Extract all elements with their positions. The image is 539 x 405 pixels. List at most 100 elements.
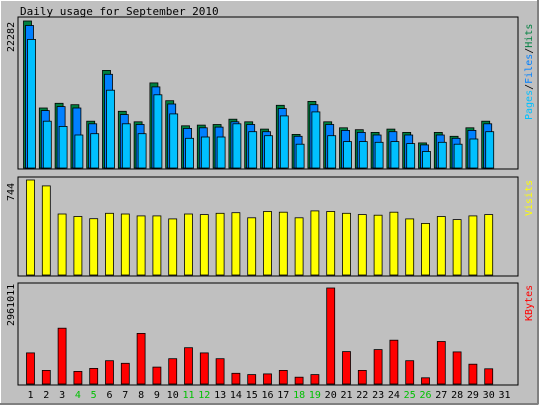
bar-visits-day-23 <box>373 214 383 276</box>
bar-pages-day-16 <box>264 135 273 169</box>
files-legend-label: Files <box>524 54 535 84</box>
kbytes-panel-ylabel: KBytes <box>524 285 535 321</box>
bar-kbytes-day-6 <box>105 360 114 385</box>
bar-kbytes-day-11 <box>184 347 193 385</box>
bar-kbytes-day-18 <box>294 376 304 385</box>
bar-visits-day-10 <box>168 218 178 276</box>
visits-panel-frame <box>17 176 519 277</box>
bar-pages-day-1 <box>27 39 36 169</box>
day-label-13: 13 <box>214 390 226 401</box>
day-label-14: 14 <box>230 390 242 401</box>
bar-pages-day-8 <box>137 133 147 169</box>
bar-kbytes-day-7 <box>120 362 130 385</box>
bar-visits-day-19 <box>310 210 320 276</box>
bar-pages-day-3 <box>58 126 68 169</box>
bar-visits-day-20 <box>326 211 336 276</box>
day-label-21: 21 <box>340 390 352 401</box>
bar-visits-day-2 <box>41 185 51 276</box>
bar-visits-day-25 <box>405 218 415 276</box>
hits-ymax-label: 22282 <box>6 22 17 52</box>
day-label-19: 19 <box>309 390 321 401</box>
bar-pages-day-26 <box>422 151 431 169</box>
bar-pages-day-11 <box>185 137 194 169</box>
bar-kbytes-day-3 <box>57 327 67 385</box>
day-label-7: 7 <box>122 390 128 401</box>
bar-kbytes-day-30 <box>484 368 494 385</box>
chart-title: Daily usage for September 2010 <box>20 5 219 18</box>
day-label-26: 26 <box>419 390 431 401</box>
bar-kbytes-day-2 <box>41 369 51 385</box>
bar-visits-day-17 <box>278 211 288 276</box>
day-axis-labels: 1 2 3 4 5 6 7 8 9 10 11 12 13 14 15 16 17 18 19 20 21 22 23 24 2… <box>27 390 510 401</box>
bar-visits-day-30 <box>484 214 494 276</box>
legend-separator: / <box>524 84 535 90</box>
bar-pages-day-9 <box>153 94 163 169</box>
bar-pages-day-23 <box>374 141 384 169</box>
legend-separator: / <box>524 48 535 54</box>
bar-pages-day-27 <box>437 141 447 169</box>
day-label-11: 11 <box>182 390 194 401</box>
bar-visits-day-18 <box>294 217 304 276</box>
day-label-23: 23 <box>372 390 384 401</box>
kbytes-panel-frame <box>17 282 519 386</box>
bar-pages-day-15 <box>248 131 258 169</box>
bar-visits-day-6 <box>105 212 114 276</box>
bar-kbytes-day-5 <box>89 367 99 385</box>
day-label-24: 24 <box>388 390 400 401</box>
bar-kbytes-day-16 <box>263 373 272 385</box>
hits-legend-label: Hits <box>524 24 535 48</box>
bar-kbytes-day-24 <box>389 339 399 385</box>
bar-kbytes-day-29 <box>468 363 478 385</box>
bar-kbytes-day-27 <box>436 341 446 385</box>
bar-kbytes-day-1 <box>26 352 35 385</box>
hits-panel-ylabel: Pages/Files/Hits <box>524 24 535 120</box>
day-label-9: 9 <box>154 390 160 401</box>
hits-files-pages-bars <box>23 20 495 169</box>
bar-kbytes-day-14 <box>231 372 241 385</box>
day-label-17: 17 <box>277 390 289 401</box>
bar-visits-day-7 <box>120 213 130 276</box>
bar-pages-day-6 <box>106 89 115 169</box>
bar-kbytes-day-8 <box>136 332 146 385</box>
day-label-3: 3 <box>59 390 65 401</box>
bar-visits-day-8 <box>136 215 146 276</box>
hits-panel-frame <box>17 16 519 170</box>
bar-pages-day-25 <box>406 143 416 169</box>
day-label-31: 31 <box>498 390 510 401</box>
bar-visits-day-5 <box>89 218 99 276</box>
bar-visits-day-16 <box>263 211 272 276</box>
bar-pages-day-17 <box>279 115 289 169</box>
day-label-2: 2 <box>43 390 49 401</box>
bar-kbytes-day-9 <box>152 366 162 385</box>
bar-pages-day-10 <box>169 113 179 169</box>
bar-kbytes-day-20 <box>326 287 336 385</box>
bar-kbytes-day-17 <box>278 369 288 385</box>
bar-visits-day-22 <box>357 214 367 276</box>
day-label-8: 8 <box>138 390 144 401</box>
bar-kbytes-day-19 <box>310 374 320 385</box>
bar-visits-day-1 <box>26 179 35 276</box>
day-label-20: 20 <box>325 390 337 401</box>
visits-bars <box>26 179 494 276</box>
day-label-29: 29 <box>467 390 479 401</box>
bar-pages-day-24 <box>390 141 400 169</box>
day-label-18: 18 <box>293 390 305 401</box>
bar-pages-day-22 <box>358 141 368 169</box>
day-label-25: 25 <box>404 390 416 401</box>
bar-pages-day-18 <box>295 143 305 169</box>
bar-pages-day-28 <box>453 143 463 169</box>
bar-pages-day-29 <box>469 138 479 169</box>
visits-ymax-label: 744 <box>6 183 17 201</box>
day-label-1: 1 <box>27 390 33 401</box>
bar-visits-day-3 <box>57 213 67 276</box>
day-label-22: 22 <box>356 390 368 401</box>
bar-pages-day-14 <box>232 123 242 169</box>
kbytes-bars <box>26 287 494 385</box>
day-label-28: 28 <box>451 390 463 401</box>
bar-kbytes-day-15 <box>247 374 257 385</box>
bar-pages-day-2 <box>42 120 52 169</box>
bar-pages-day-30 <box>485 131 495 169</box>
bar-kbytes-day-28 <box>452 351 462 385</box>
